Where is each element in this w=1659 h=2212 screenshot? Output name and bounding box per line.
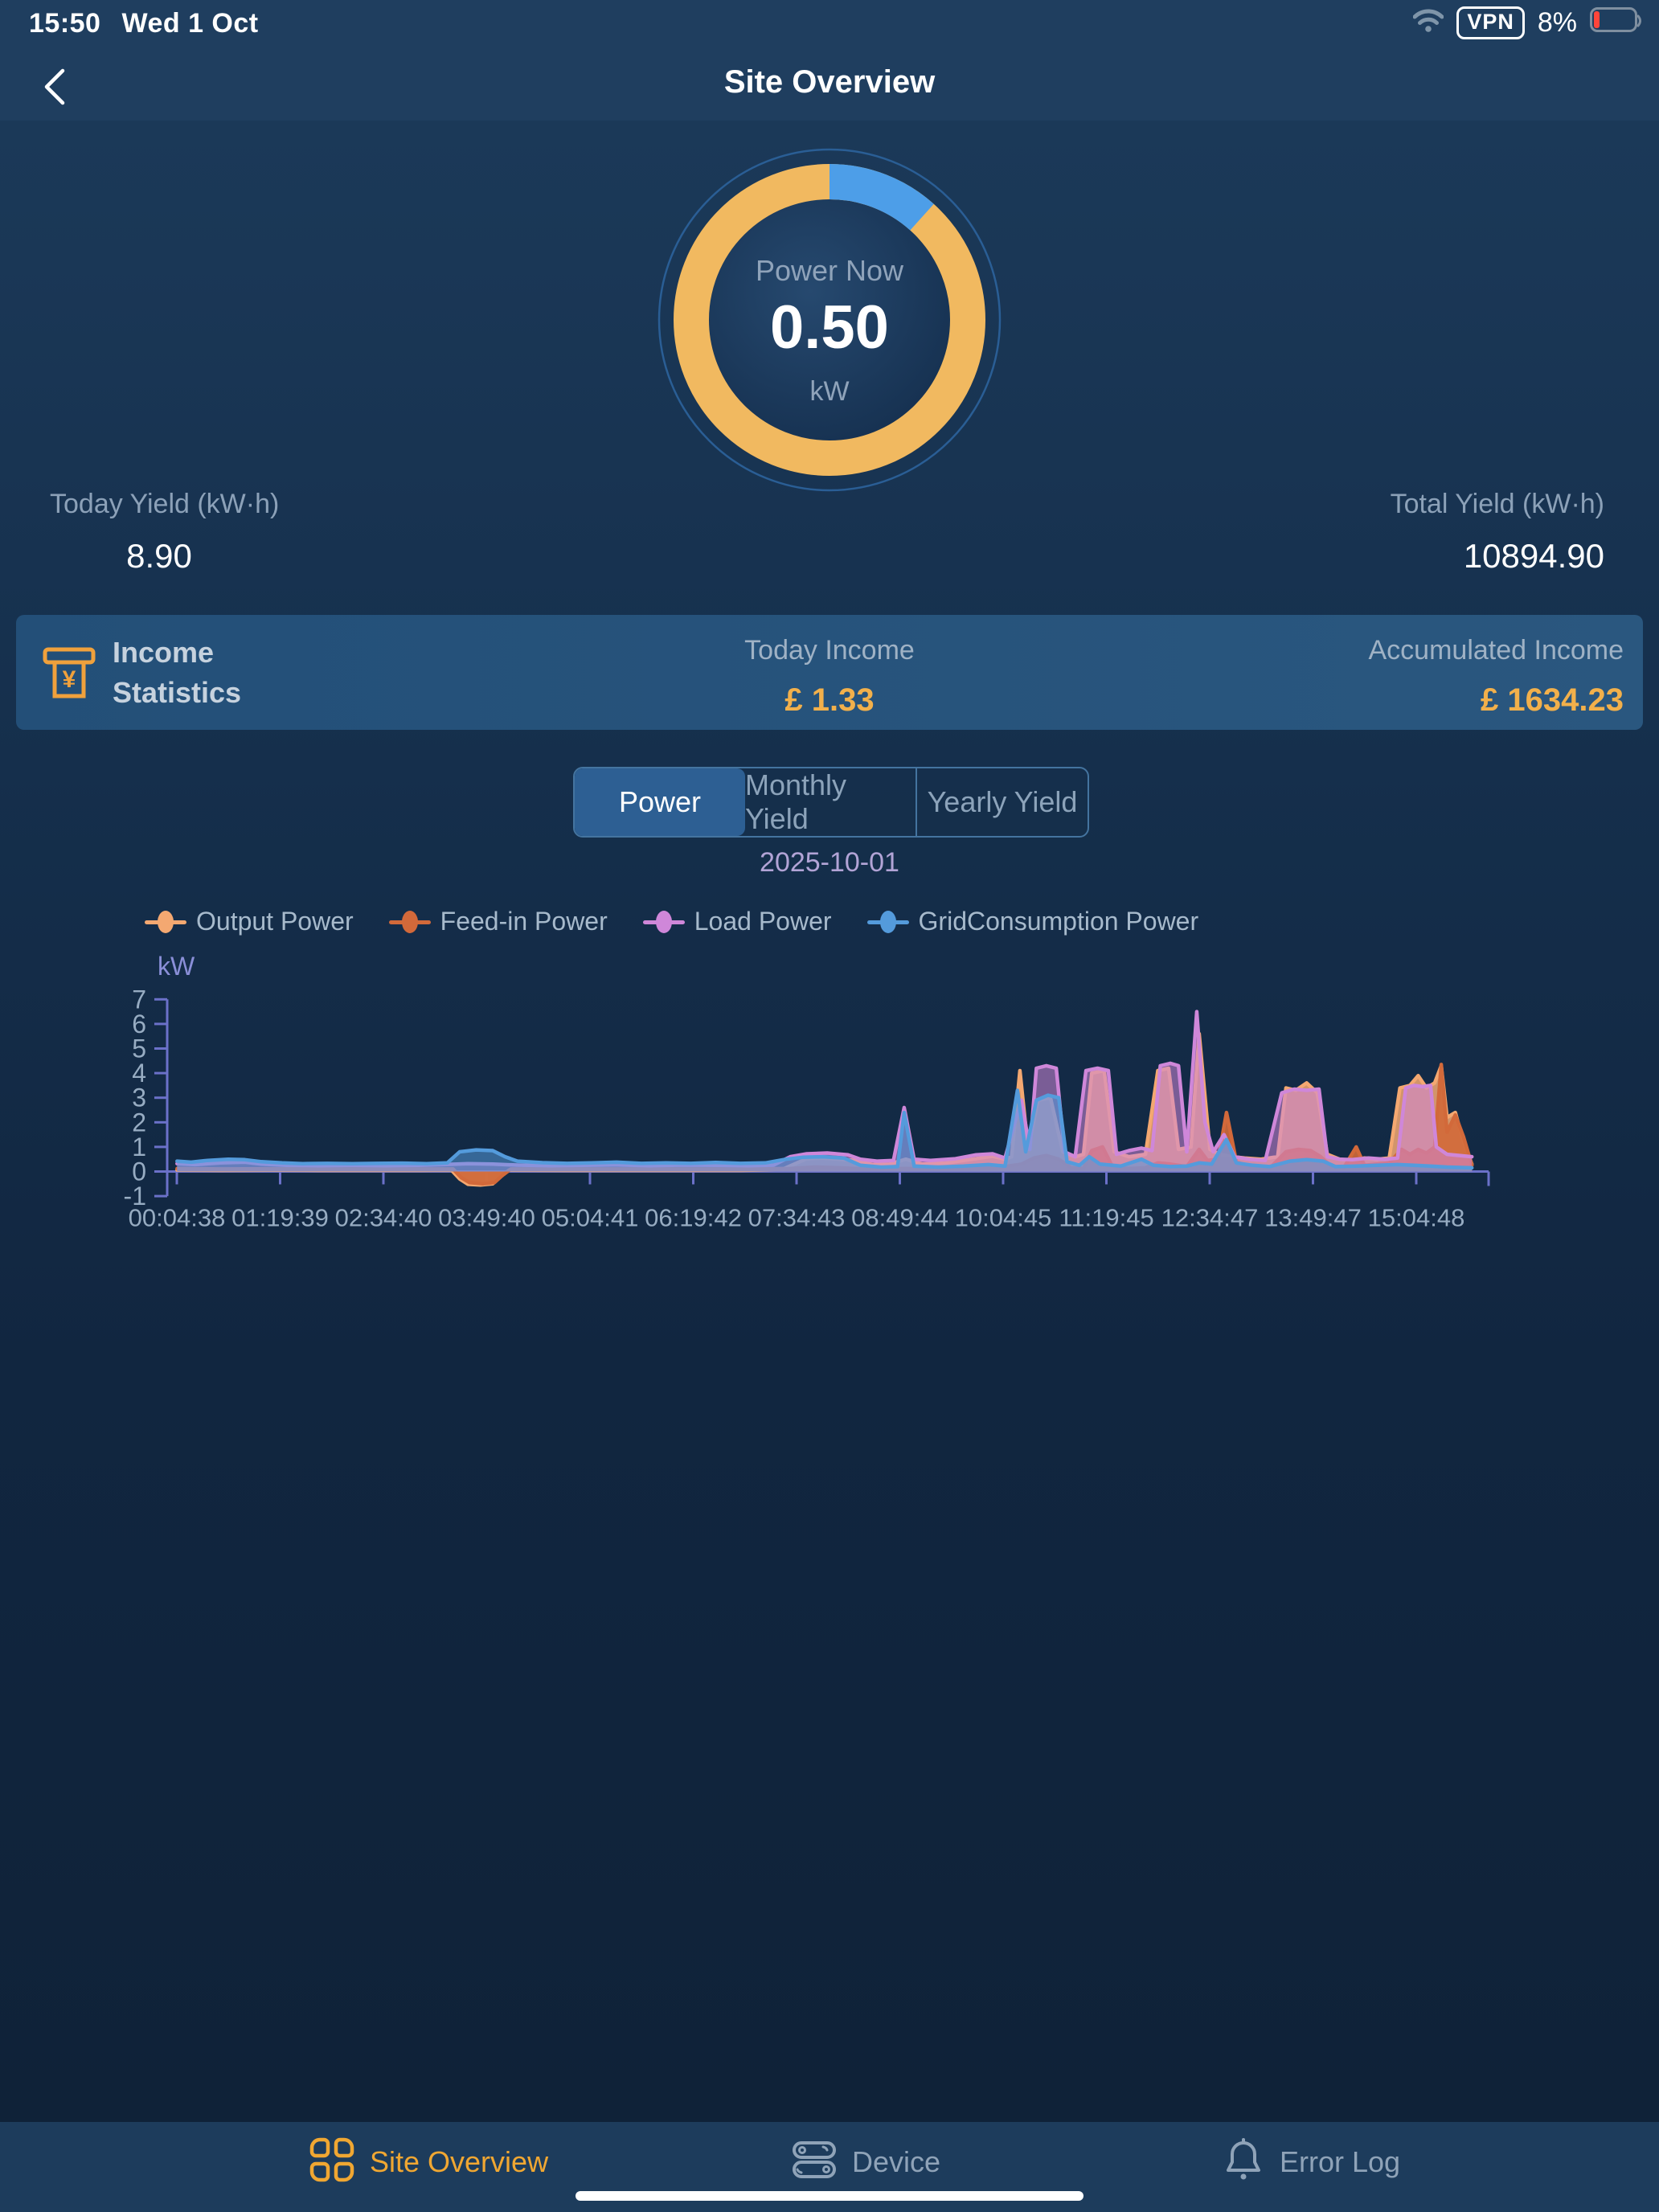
battery-percent: 8% bbox=[1537, 7, 1577, 38]
svg-text:02:34:40: 02:34:40 bbox=[335, 1204, 432, 1232]
total-yield-label: Total Yield (kW·h) bbox=[1390, 489, 1604, 519]
nav-label-site-overview: Site Overview bbox=[370, 2144, 549, 2178]
income-icon: ¥ bbox=[39, 641, 100, 703]
legend-feedin-power[interactable]: Feed-in Power bbox=[388, 907, 608, 936]
income-title-line2: Statistics bbox=[113, 676, 242, 709]
vpn-badge: VPN bbox=[1456, 6, 1525, 39]
tab-yearly-yield[interactable]: Yearly Yield bbox=[927, 785, 1078, 818]
accumulated-income-label: Accumulated Income bbox=[1368, 635, 1624, 666]
tab-power[interactable]: Power bbox=[575, 768, 745, 836]
today-income-value: £ 1.33 bbox=[784, 682, 875, 718]
nav-label-device: Device bbox=[852, 2144, 941, 2178]
svg-text:13:49:47: 13:49:47 bbox=[1264, 1204, 1362, 1232]
nav-item-device[interactable]: Device bbox=[791, 2136, 940, 2187]
power-gauge: Power Now 0.50 kW bbox=[645, 135, 1014, 505]
top-bar: 15:50 Wed 1 Oct VPN 8% bbox=[0, 0, 1659, 121]
accumulated-income-value: £ 1634.23 bbox=[1481, 682, 1624, 718]
income-title-line1: Income bbox=[113, 636, 215, 669]
svg-text:12:34:47: 12:34:47 bbox=[1161, 1204, 1259, 1232]
svg-text:10:04:45: 10:04:45 bbox=[955, 1204, 1052, 1232]
nav-item-site-overview[interactable]: Site Overview bbox=[309, 2136, 548, 2187]
legend-gridconsumption-power[interactable]: GridConsumption Power bbox=[866, 907, 1199, 936]
power-now-label: Power Now bbox=[755, 254, 904, 287]
power-now-value: 0.50 bbox=[770, 293, 889, 362]
power-now-unit: kW bbox=[809, 376, 850, 407]
legend-label-feedin: Feed-in Power bbox=[440, 907, 608, 936]
svg-text:07:34:43: 07:34:43 bbox=[748, 1204, 846, 1232]
status-time: 15:50 bbox=[29, 8, 101, 39]
legend-marker-feedin bbox=[388, 910, 431, 933]
tab-monthly-yield[interactable]: Monthly Yield bbox=[745, 768, 847, 835]
status-left: 15:50 Wed 1 Oct bbox=[29, 8, 259, 39]
home-indicator[interactable] bbox=[576, 2191, 1083, 2201]
svg-text:7: 7 bbox=[132, 985, 146, 1014]
navigation-bar: Site Overview bbox=[0, 45, 1659, 121]
legend-label-grid: GridConsumption Power bbox=[918, 907, 1199, 936]
svg-text:5: 5 bbox=[132, 1034, 146, 1063]
chart-legend: Output Power Feed-in Power Load Power Gr… bbox=[145, 907, 1198, 936]
legend-load-power[interactable]: Load Power bbox=[642, 907, 832, 936]
bell-icon bbox=[1222, 2136, 1265, 2187]
svg-text:06:19:42: 06:19:42 bbox=[645, 1204, 742, 1232]
svg-text:15:04:48: 15:04:48 bbox=[1368, 1204, 1465, 1232]
svg-text:-1: -1 bbox=[124, 1182, 146, 1210]
nav-label-error-log: Error Log bbox=[1280, 2144, 1401, 2178]
svg-text:6: 6 bbox=[132, 1010, 146, 1038]
chart-date: 2025-10-01 bbox=[760, 847, 899, 878]
svg-text:01:19:39: 01:19:39 bbox=[231, 1204, 329, 1232]
legend-label-load: Load Power bbox=[694, 907, 832, 936]
status-date: Wed 1 Oct bbox=[121, 8, 259, 39]
svg-text:03:49:40: 03:49:40 bbox=[438, 1204, 535, 1232]
tab-separator bbox=[916, 768, 917, 836]
gauge-ring bbox=[657, 148, 1002, 492]
svg-text:11:19:45: 11:19:45 bbox=[1059, 1204, 1153, 1232]
nav-item-error-log[interactable]: Error Log bbox=[1222, 2136, 1400, 2187]
svg-text:1: 1 bbox=[132, 1133, 146, 1161]
device-icon bbox=[791, 2136, 838, 2187]
today-income-label: Today Income bbox=[744, 635, 915, 666]
svg-text:¥: ¥ bbox=[63, 666, 76, 693]
svg-text:3: 3 bbox=[132, 1083, 146, 1112]
page-title: Site Overview bbox=[723, 64, 936, 100]
chart-tab-group: Power Monthly Yield Yearly Yield bbox=[573, 767, 1089, 838]
legend-marker-load bbox=[642, 910, 685, 933]
svg-text:08:49:44: 08:49:44 bbox=[851, 1204, 948, 1232]
svg-text:05:04:41: 05:04:41 bbox=[542, 1204, 639, 1232]
status-bar: 15:50 Wed 1 Oct VPN 8% bbox=[0, 0, 1659, 45]
status-right: VPN 8% bbox=[1412, 6, 1643, 39]
today-yield-value: 8.90 bbox=[126, 537, 192, 575]
svg-text:4: 4 bbox=[132, 1059, 146, 1088]
total-yield-value: 10894.90 bbox=[1463, 537, 1604, 575]
legend-marker-grid bbox=[866, 910, 909, 933]
income-statistics-title: Income Statistics bbox=[113, 633, 241, 713]
legend-marker-output bbox=[145, 910, 186, 933]
today-yield-label: Today Yield (kW·h) bbox=[50, 489, 280, 519]
site-overview-icon bbox=[309, 2136, 355, 2187]
svg-text:0: 0 bbox=[132, 1157, 146, 1186]
back-button[interactable] bbox=[34, 63, 82, 111]
battery-icon bbox=[1590, 7, 1643, 39]
svg-text:2: 2 bbox=[132, 1108, 146, 1137]
bottom-navigation: Site Overview Device Error Log bbox=[0, 2122, 1659, 2212]
svg-text:00:04:38: 00:04:38 bbox=[129, 1204, 226, 1232]
legend-output-power[interactable]: Output Power bbox=[145, 907, 354, 936]
legend-label-output: Output Power bbox=[196, 907, 354, 936]
income-statistics-panel: ¥ Income Statistics Today Income £ 1.33 … bbox=[16, 615, 1643, 730]
wifi-icon bbox=[1412, 9, 1444, 37]
y-axis-unit-label: kW bbox=[158, 952, 195, 981]
